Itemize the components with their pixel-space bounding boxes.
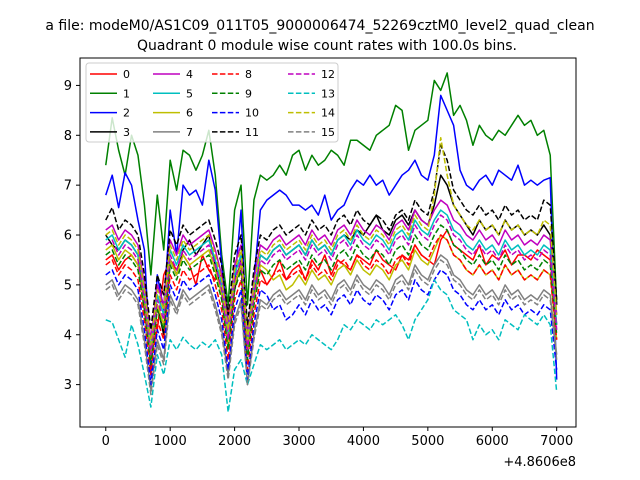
y-axis: 3 4 5 6 7 8 9: [64, 79, 80, 393]
x-tick-label: 6000: [476, 434, 509, 449]
legend-label-2: 2: [123, 107, 130, 120]
x-tick-label: 4000: [347, 434, 380, 449]
legend-label-7: 7: [186, 126, 193, 139]
legend-label-12: 12: [321, 68, 335, 81]
y-tick-label: 9: [64, 79, 72, 94]
series-layer: [105, 72, 558, 413]
series-line-13: [105, 279, 558, 413]
chart-suptitle: a file: modeM0/AS1C09_011T05_9000006474_…: [45, 18, 594, 34]
y-tick-label: 7: [64, 179, 72, 194]
series-line-1: [105, 72, 558, 306]
legend-label-0: 0: [123, 68, 130, 81]
series-line-10: [105, 269, 558, 386]
y-tick-label: 5: [64, 278, 72, 293]
x-tick-label: 2000: [218, 434, 251, 449]
x-tick-label: 7000: [540, 434, 573, 449]
series-line-9: [105, 224, 558, 366]
y-tick-label: 6: [64, 229, 72, 244]
series-line-4: [105, 199, 558, 341]
series-line-12: [105, 214, 558, 356]
x-axis: 0 1000 2000 3000 4000 5000 6000 7000: [102, 427, 573, 449]
y-tick-label: 8: [64, 129, 72, 144]
legend-label-10: 10: [245, 107, 259, 120]
x-tick-label: 3000: [282, 434, 315, 449]
x-offset-label: +4.8606e8: [503, 455, 576, 470]
series-line-11: [105, 144, 558, 331]
legend-label-4: 4: [186, 68, 193, 81]
series-line-14: [105, 137, 558, 346]
legend-label-6: 6: [186, 107, 193, 120]
y-tick-label: 3: [64, 378, 72, 393]
x-tick-label: 0: [102, 434, 110, 449]
plot-frame: [79, 57, 577, 428]
legend-label-5: 5: [186, 87, 193, 100]
series-line-5: [105, 209, 558, 351]
x-tick-label: 5000: [411, 434, 444, 449]
series-line-8: [105, 234, 558, 376]
legend-frame: [85, 62, 339, 143]
series-line-6: [105, 234, 558, 361]
x-tick-label: 1000: [154, 434, 187, 449]
legend-label-8: 8: [245, 68, 252, 81]
series-line-7: [105, 254, 558, 391]
legend-label-13: 13: [321, 87, 335, 100]
y-tick-label: 4: [64, 328, 72, 343]
legend-label-15: 15: [321, 126, 335, 139]
legend-label-3: 3: [123, 126, 130, 139]
legend-label-1: 1: [123, 87, 130, 100]
legend-label-9: 9: [245, 87, 252, 100]
legend-label-11: 11: [245, 126, 259, 139]
series-line-15: [105, 259, 558, 396]
chart-title: Quadrant 0 module wise count rates with …: [137, 38, 517, 54]
legend-label-14: 14: [321, 107, 335, 120]
series-line-2: [105, 94, 558, 380]
